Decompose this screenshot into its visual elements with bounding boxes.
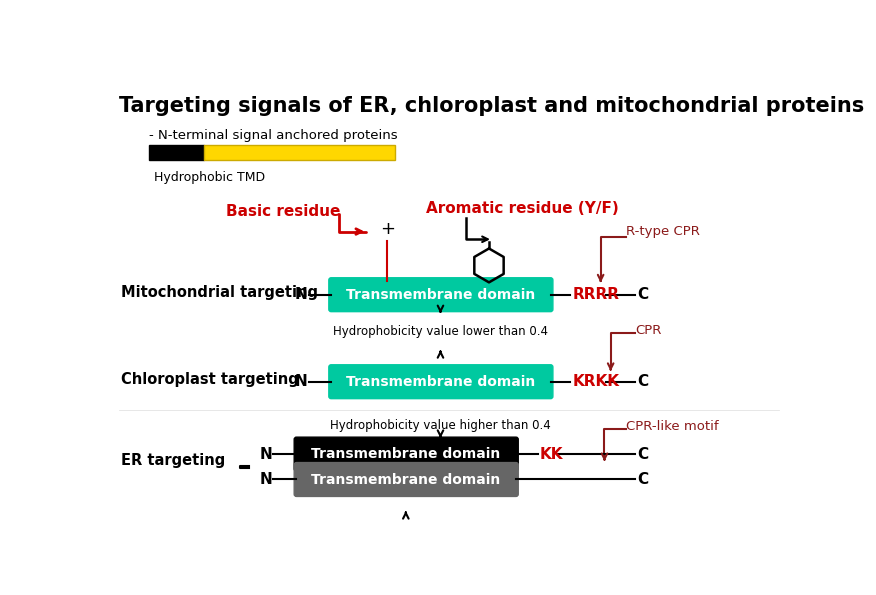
- Text: Hydrophobicity value lower than 0.4: Hydrophobicity value lower than 0.4: [333, 325, 548, 338]
- Text: - N-terminal signal anchored proteins: - N-terminal signal anchored proteins: [149, 129, 398, 142]
- Text: N: N: [259, 447, 272, 462]
- Text: Transmembrane domain: Transmembrane domain: [346, 375, 535, 389]
- Text: RRRR: RRRR: [572, 287, 619, 302]
- Text: C: C: [638, 287, 649, 302]
- Text: Transmembrane domain: Transmembrane domain: [346, 288, 535, 302]
- Text: +: +: [380, 220, 395, 238]
- Text: C: C: [638, 374, 649, 389]
- Text: ER targeting: ER targeting: [121, 453, 225, 468]
- Text: Hydrophobic TMD: Hydrophobic TMD: [154, 171, 265, 184]
- Text: CPR: CPR: [635, 324, 661, 337]
- Text: KRKK: KRKK: [572, 374, 619, 389]
- FancyBboxPatch shape: [294, 437, 519, 471]
- Text: C: C: [638, 447, 649, 462]
- Text: R-type CPR: R-type CPR: [626, 226, 700, 239]
- Text: Mitochondrial targeting: Mitochondrial targeting: [121, 285, 318, 300]
- Text: Basic residue: Basic residue: [226, 204, 340, 219]
- Text: N: N: [259, 472, 272, 487]
- FancyBboxPatch shape: [294, 462, 519, 496]
- Text: CPR-like motif: CPR-like motif: [626, 420, 718, 433]
- Text: N: N: [294, 287, 307, 302]
- Text: N: N: [294, 374, 307, 389]
- Text: KK: KK: [540, 447, 563, 462]
- Text: Chloroplast targeting: Chloroplast targeting: [121, 372, 299, 387]
- Text: Targeting signals of ER, chloroplast and mitochondrial proteins: Targeting signals of ER, chloroplast and…: [119, 96, 865, 116]
- Bar: [149, 145, 204, 160]
- Text: Aromatic residue (Y/F): Aromatic residue (Y/F): [426, 201, 618, 216]
- Text: Transmembrane domain: Transmembrane domain: [311, 472, 500, 487]
- Text: Hydrophobicity value higher than 0.4: Hydrophobicity value higher than 0.4: [330, 419, 551, 432]
- Bar: [204, 145, 395, 160]
- Text: C: C: [638, 472, 649, 487]
- FancyBboxPatch shape: [328, 278, 553, 312]
- FancyBboxPatch shape: [328, 365, 553, 399]
- Text: Transmembrane domain: Transmembrane domain: [311, 447, 500, 461]
